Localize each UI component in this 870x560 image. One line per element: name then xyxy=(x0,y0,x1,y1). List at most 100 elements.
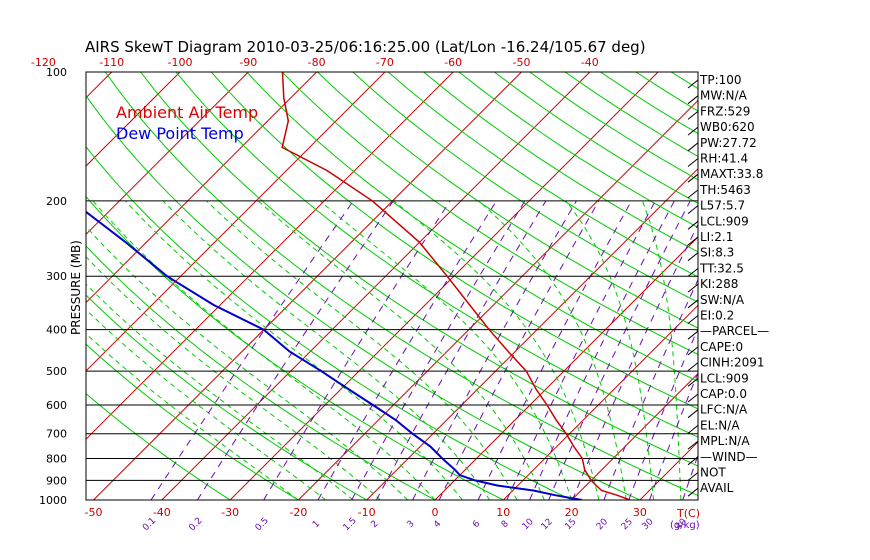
isotherm-line xyxy=(571,372,698,500)
dry-adiabat-line xyxy=(281,72,698,356)
dry-adiabat-line xyxy=(246,72,698,382)
stat-item: MW:N/A xyxy=(700,89,748,103)
mixing-ratio-line xyxy=(603,278,698,500)
stat-tick-mark xyxy=(687,252,699,262)
stat-item: —PARCEL— xyxy=(700,324,769,338)
isotherm-line xyxy=(298,99,698,500)
stat-item: LCL:909 xyxy=(700,214,749,228)
isotherm-line xyxy=(0,72,43,500)
stat-tick-mark xyxy=(687,346,699,356)
pressure-tick-label: 600 xyxy=(46,399,67,412)
stat-item: LFC:N/A xyxy=(700,403,748,417)
stat-item: FRZ:529 xyxy=(700,104,750,118)
mixing-ratio-tick-label: 4 xyxy=(432,519,443,530)
mixing-ratio-tick-label: 15 xyxy=(563,517,578,532)
stat-item: KI:288 xyxy=(700,277,738,291)
pressure-tick-label: 400 xyxy=(46,324,67,337)
moist-adiabat-line xyxy=(92,200,436,500)
moist-adiabat-line xyxy=(206,200,518,500)
temperature-unit-label: T(C) xyxy=(676,507,700,520)
top-temperature-tick-label: -80 xyxy=(308,56,326,69)
stat-item: TH:5463 xyxy=(699,183,751,197)
pressure-tick-label: 1000 xyxy=(39,494,67,507)
stat-tick-mark xyxy=(687,205,699,214)
stat-tick-mark xyxy=(687,440,699,450)
dry-adiabat-line xyxy=(210,72,698,410)
stat-tick-mark xyxy=(687,268,699,277)
top-temperature-tick-label: -40 xyxy=(581,56,599,69)
stat-item: AVAIL xyxy=(700,481,734,495)
mixing-ratio-tick-label: 12 xyxy=(540,517,555,532)
bottom-temperature-tick-label: -20 xyxy=(289,506,307,519)
top-temperature-tick-label: -70 xyxy=(376,56,394,69)
moist-adiabat-line xyxy=(478,200,627,500)
isotherm-line xyxy=(434,236,698,500)
stat-tick-mark xyxy=(687,126,699,136)
moist-adiabat-line xyxy=(319,200,573,500)
stat-item: SW:N/A xyxy=(700,293,745,307)
stat-item: LI:2.1 xyxy=(700,230,733,244)
stat-tick-mark xyxy=(687,362,699,371)
moist-adiabat-line xyxy=(86,225,409,500)
bottom-temperature-tick-label: 0 xyxy=(432,506,439,519)
stat-tick-mark xyxy=(687,472,699,481)
stat-item: SI:8.3 xyxy=(700,246,734,260)
mixing-ratio-line xyxy=(196,200,394,500)
top-temperature-tick-label: -50 xyxy=(513,56,531,69)
pressure-tick-label: 900 xyxy=(46,474,67,487)
stat-tick-mark xyxy=(687,220,699,230)
dry-adiabat-line xyxy=(742,72,870,500)
stat-item: CAPE:0 xyxy=(700,340,743,354)
isotherm-line xyxy=(502,304,698,500)
mixing-ratio-tick-label: 8 xyxy=(500,519,511,530)
stat-item: WB0:620 xyxy=(700,120,755,134)
dry-adiabat-line xyxy=(86,245,436,500)
moist-adiabat-line xyxy=(86,332,299,500)
mixing-ratio-tick-label: 1 xyxy=(311,519,322,530)
chart-title: AIRS SkewT Diagram 2010-03-25/06:16:25.0… xyxy=(85,38,646,56)
stat-tick-mark xyxy=(687,173,699,183)
bottom-temperature-tick-label: 20 xyxy=(565,506,579,519)
plot-frame xyxy=(85,71,699,501)
top-temperature-tick-label: -100 xyxy=(168,56,193,69)
mixing-ratio-tick-label: 20 xyxy=(595,517,610,532)
mixing-ratio-line xyxy=(412,200,577,500)
dry-adiabat-line xyxy=(86,145,572,500)
stat-tick-mark xyxy=(687,393,699,403)
mixing-ratio-tick-label: 10 xyxy=(521,517,536,532)
stat-tick-mark xyxy=(687,456,699,466)
bottom-temperature-tick-label: -40 xyxy=(153,506,171,519)
bottom-temperature-tick-label: -30 xyxy=(221,506,239,519)
stat-item: L57:5.7 xyxy=(700,199,745,213)
pressure-tick-label: 700 xyxy=(46,428,67,441)
stat-tick-mark xyxy=(687,283,699,293)
stat-tick-mark xyxy=(687,330,699,340)
isotherm-line xyxy=(93,72,522,500)
isotherm-line xyxy=(86,72,249,236)
bottom-temperature-tick-label: 10 xyxy=(496,506,510,519)
dry-adiabat-line xyxy=(352,72,698,303)
pressure-tick-label: 300 xyxy=(46,270,67,283)
bottom-temperature-tick-label: 30 xyxy=(633,506,647,519)
isotherm-line xyxy=(777,72,870,500)
stat-item: CAP:0.0 xyxy=(700,387,747,401)
dry-adiabat-line xyxy=(86,392,231,500)
dry-adiabat-line xyxy=(317,72,698,329)
mixing-ratio-tick-label: 6 xyxy=(471,519,482,530)
dry-adiabat-line xyxy=(175,72,698,438)
top-temperature-tick-label: -90 xyxy=(239,56,257,69)
mixing-ratio-tick-label: 1.5 xyxy=(342,516,359,533)
stat-item: RH:41.4 xyxy=(700,152,748,166)
mixing-ratio-line xyxy=(628,327,698,500)
stat-item: LCL:909 xyxy=(700,371,749,385)
stat-tick-mark xyxy=(687,111,699,120)
stat-item: EL:N/A xyxy=(700,418,740,432)
stat-tick-mark xyxy=(687,487,699,497)
moist-adiabat-line xyxy=(393,200,600,500)
dry-adiabat-line xyxy=(86,94,641,500)
stat-tick-mark xyxy=(687,377,699,387)
stat-tick-mark xyxy=(687,299,699,309)
mixing-ratio-tick-label: 2 xyxy=(369,519,380,530)
dry-adiabat-line xyxy=(387,72,698,278)
ambient-temperature-profile xyxy=(281,72,630,500)
